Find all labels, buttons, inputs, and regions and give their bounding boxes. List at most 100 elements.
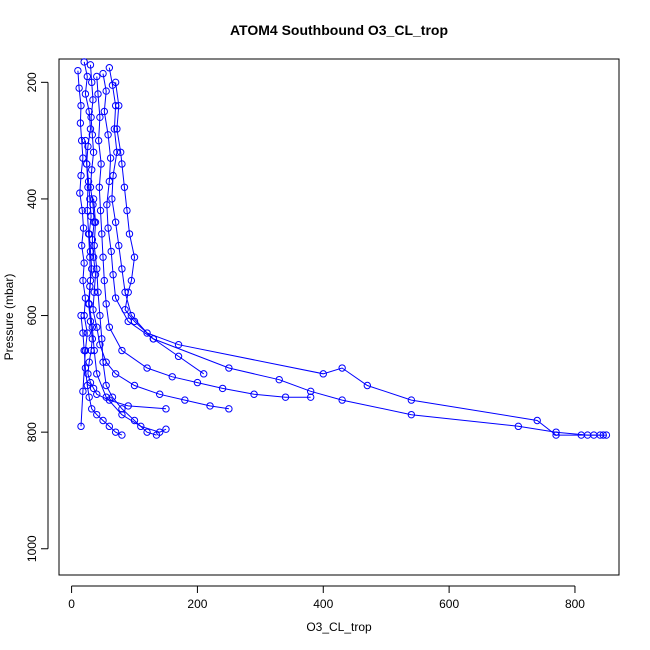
x-axis: 0 200 400 600 800 bbox=[68, 585, 585, 611]
data-point bbox=[83, 206, 92, 215]
x-tick-label: 800 bbox=[565, 597, 585, 611]
data-point bbox=[93, 370, 101, 378]
data-point bbox=[250, 390, 258, 398]
data-point bbox=[111, 218, 120, 226]
y-tick-label: 1000 bbox=[25, 535, 39, 562]
series-5 bbox=[93, 72, 315, 401]
data-point bbox=[99, 358, 107, 366]
data-point bbox=[111, 370, 120, 378]
data-point bbox=[108, 195, 116, 203]
x-tick-label: 400 bbox=[313, 597, 333, 611]
data-point bbox=[77, 136, 86, 145]
data-point bbox=[118, 431, 126, 439]
data-point bbox=[338, 364, 346, 372]
data-point bbox=[86, 61, 95, 69]
data-point bbox=[79, 276, 87, 285]
data-point bbox=[110, 125, 119, 133]
data-point bbox=[85, 393, 93, 401]
data-point bbox=[162, 425, 170, 433]
x-tick-label: 200 bbox=[187, 597, 207, 611]
data-point bbox=[88, 405, 96, 413]
data-point bbox=[88, 323, 97, 331]
data-point bbox=[80, 259, 88, 267]
data-point bbox=[93, 410, 101, 419]
data-point bbox=[115, 101, 123, 110]
data-point bbox=[127, 276, 136, 285]
data-point bbox=[93, 72, 101, 81]
data-point bbox=[143, 364, 151, 372]
data-point bbox=[108, 393, 117, 401]
data-point bbox=[111, 78, 120, 87]
data-point bbox=[225, 364, 233, 372]
data-point bbox=[100, 276, 109, 285]
data-point bbox=[105, 422, 114, 431]
data-point bbox=[130, 317, 139, 326]
x-axis-label: O3_CL_trop bbox=[306, 620, 372, 634]
series-line bbox=[77, 70, 88, 427]
y-axis-label: Pressure (mbar) bbox=[2, 274, 16, 361]
series-line bbox=[83, 61, 167, 410]
data-point bbox=[86, 183, 95, 191]
data-point bbox=[79, 387, 87, 396]
plot-frame bbox=[58, 58, 620, 576]
data-point bbox=[86, 195, 94, 203]
data-point bbox=[89, 253, 98, 261]
data-point bbox=[94, 288, 102, 296]
data-point bbox=[118, 265, 126, 273]
data-point bbox=[319, 370, 327, 378]
data-point bbox=[87, 113, 95, 122]
data-point bbox=[83, 72, 92, 81]
data-point bbox=[116, 148, 125, 156]
data-point bbox=[86, 253, 94, 261]
data-point bbox=[109, 271, 117, 279]
data-point bbox=[85, 300, 93, 308]
data-point bbox=[111, 428, 120, 436]
plot-area bbox=[74, 58, 611, 439]
data-point bbox=[79, 329, 87, 337]
data-point bbox=[76, 119, 85, 127]
data-point bbox=[104, 224, 112, 232]
data-point bbox=[95, 183, 103, 191]
data-point bbox=[111, 294, 120, 302]
data-point bbox=[98, 335, 106, 343]
data-point bbox=[88, 131, 97, 139]
data-point bbox=[338, 396, 346, 404]
data-point bbox=[200, 370, 208, 378]
data-point bbox=[102, 300, 110, 308]
data-point bbox=[89, 148, 98, 156]
data-point bbox=[91, 218, 100, 226]
data-point bbox=[90, 288, 98, 296]
series-0 bbox=[80, 58, 170, 413]
data-point bbox=[97, 160, 105, 168]
data-point bbox=[602, 431, 611, 439]
data-point bbox=[94, 136, 103, 145]
data-point bbox=[93, 323, 101, 331]
data-point bbox=[107, 247, 115, 256]
data-point bbox=[306, 387, 315, 396]
x-tick-label: 0 bbox=[68, 597, 75, 611]
data-point bbox=[83, 381, 92, 390]
data-point bbox=[225, 405, 233, 413]
series-line bbox=[96, 76, 311, 398]
data-point bbox=[83, 329, 92, 337]
data-point bbox=[77, 422, 85, 431]
series-line bbox=[115, 82, 204, 375]
data-point bbox=[181, 396, 189, 404]
data-point bbox=[80, 346, 88, 355]
data-point bbox=[80, 58, 88, 66]
data-point bbox=[149, 335, 158, 343]
data-point bbox=[93, 390, 101, 398]
series-4 bbox=[99, 69, 611, 439]
data-point bbox=[81, 294, 90, 302]
data-point bbox=[88, 335, 97, 343]
data-point bbox=[90, 241, 98, 250]
data-point bbox=[94, 90, 102, 98]
y-axis: 200 400 600 800 1000 bbox=[25, 72, 49, 562]
data-point bbox=[102, 381, 110, 390]
data-point bbox=[306, 393, 315, 401]
data-point bbox=[174, 340, 183, 349]
data-point bbox=[90, 346, 98, 355]
data-point bbox=[193, 378, 202, 387]
series-9 bbox=[77, 311, 126, 439]
